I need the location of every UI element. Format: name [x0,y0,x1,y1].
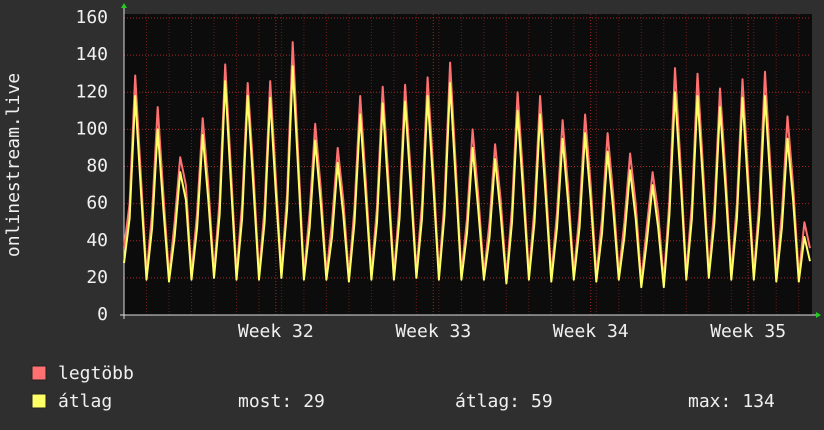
axis-arrow [121,3,127,8]
stat-value: 59 [531,391,553,412]
stat: most: 29 [238,391,325,412]
stat-label: átlag: [455,391,520,412]
stat: max: 134 [688,391,775,412]
y-tick-label: 140 [75,44,108,65]
legend-swatch [31,365,47,381]
x-tick-label: Week 33 [395,321,471,342]
y-tick-label: 40 [86,230,108,251]
stat-value: 29 [303,391,325,412]
x-tick-label: Week 35 [710,321,786,342]
stat-label: most: [238,391,292,412]
legend-swatch [31,393,47,409]
x-tick-label: Week 32 [238,321,314,342]
legend-label: átlag [58,391,112,412]
x-tick-label: Week 34 [553,321,629,342]
stat-value: 134 [742,391,775,412]
y-tick-label: 60 [86,193,108,214]
series-line [123,65,811,289]
stat-label: max: [688,391,731,412]
axis-arrow [816,312,821,318]
legend-label: legtöbb [58,363,134,384]
y-tick-label: 0 [97,304,108,325]
y-tick-label: 20 [86,267,108,288]
y-axis-label: onlinestream.live [3,73,24,257]
stat: átlag: 59 [455,391,553,412]
y-tick-label: 120 [75,81,108,102]
y-tick-label: 160 [75,7,108,28]
y-tick-label: 80 [86,156,108,177]
y-tick-label: 100 [75,118,108,139]
